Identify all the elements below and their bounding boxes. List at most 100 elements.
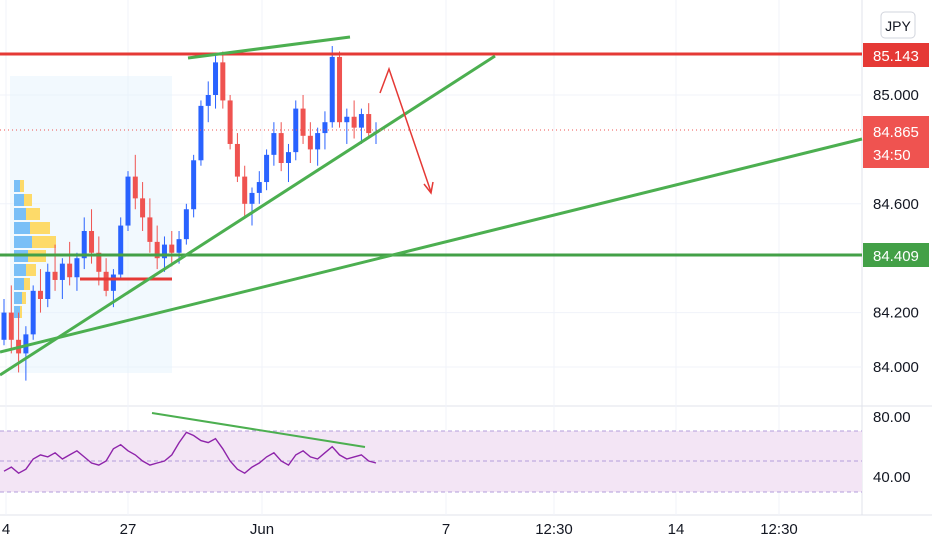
candle-body (67, 263, 73, 278)
candle-body (329, 56, 335, 123)
top-trendline[interactable] (187, 35, 351, 60)
candle-body (52, 271, 58, 280)
candle-body (351, 116, 357, 128)
profile-bar (20, 306, 22, 318)
candle-body (198, 105, 204, 161)
candle-body (110, 274, 116, 291)
candle-body (227, 100, 233, 144)
resistance-price-label: 85.143 (863, 43, 929, 67)
candle-body (307, 135, 313, 150)
candle-body (264, 154, 270, 183)
rsi-line (3, 431, 377, 475)
candle-body (344, 116, 350, 123)
candle-body (366, 114, 372, 134)
profile-bar (30, 222, 50, 234)
time-tick-label: Jun (250, 521, 274, 538)
candle-body (59, 263, 65, 280)
candle-body (30, 290, 36, 335)
candle-body (322, 122, 328, 134)
time-tick-label: 12:30 (535, 521, 573, 538)
candle-body (45, 271, 51, 299)
candle-body (147, 217, 153, 242)
candle-body (220, 62, 226, 101)
candle-body (118, 225, 124, 275)
candle-body (293, 108, 299, 153)
profile-bar (14, 292, 22, 304)
time-tick-label: 14 (668, 521, 685, 538)
candles (1, 46, 379, 381)
profile-bar (24, 278, 30, 290)
profile-bar (14, 208, 26, 220)
profile-bar (26, 208, 40, 220)
profile-bar (14, 236, 32, 248)
candle-body (37, 290, 43, 299)
candle-body (169, 244, 175, 253)
candle-body (1, 312, 7, 340)
candle-body (271, 133, 277, 155)
candle-body (300, 108, 306, 136)
forecast-arrow[interactable] (379, 66, 432, 193)
price-tick-label: 85.000 (873, 87, 919, 104)
candle-body (358, 114, 364, 128)
candle-body (249, 192, 255, 204)
candle-body (74, 258, 80, 278)
candle-body (96, 252, 102, 272)
profile-bar (32, 236, 56, 248)
profile-bar (14, 306, 20, 318)
candle-body (315, 133, 321, 150)
candle-body (125, 176, 131, 226)
candle-body (234, 143, 240, 177)
candle-body (285, 152, 291, 163)
candle-body (205, 95, 211, 106)
last-price-label: 84.865 34:50 (863, 116, 929, 168)
candle-body (213, 62, 219, 95)
candle-body (89, 231, 95, 253)
currency-badge[interactable]: JPY (880, 11, 916, 39)
rsi-tick-label: 80.00 (873, 409, 911, 426)
price-tick-label: 84.600 (873, 196, 919, 213)
profile-bar (26, 264, 36, 276)
profile-bar (14, 180, 20, 192)
rsi-tick-label: 40.00 (873, 469, 911, 486)
profile-bar (22, 292, 26, 304)
profile-bar (14, 264, 26, 276)
candle-body (8, 312, 14, 340)
time-tick-label: 27 (120, 521, 137, 538)
candle-body (242, 176, 248, 204)
price-tick-label: 84.200 (873, 305, 919, 322)
long-trendline[interactable] (0, 137, 863, 354)
price-axis[interactable]: 85.000 84.600 84.200 84.000 (873, 87, 919, 376)
profile-bar (14, 278, 24, 290)
candle-body (23, 334, 29, 354)
volume-profile (14, 180, 56, 318)
resistance-price-text: 85.143 (873, 48, 919, 65)
candle-body (191, 160, 197, 210)
candle-body (103, 271, 109, 291)
candle-body (161, 244, 167, 259)
rsi-divergence-line[interactable] (151, 412, 366, 448)
time-axis[interactable]: 4 27 Jun 7 12:30 14 12:30 (2, 521, 798, 538)
candle-body (154, 241, 160, 259)
profile-bar (14, 194, 24, 206)
grid (0, 0, 862, 515)
support-price-text: 84.409 (873, 248, 919, 265)
profile-bar (24, 194, 32, 206)
candle-body (256, 182, 262, 193)
bar-countdown-text: 34:50 (873, 147, 911, 164)
candle-body (183, 209, 189, 240)
candle-body (132, 176, 138, 199)
candle-body (140, 198, 146, 218)
forecast-arrowhead (423, 181, 434, 195)
candle-body (278, 133, 284, 163)
rising-trendline[interactable] (0, 54, 496, 377)
last-price-text: 84.865 (873, 124, 919, 141)
support-price-label: 84.409 (863, 243, 929, 267)
candle-body (337, 56, 343, 123)
candle-body (81, 231, 87, 259)
time-tick-label: 12:30 (760, 521, 798, 538)
time-tick-label: 4 (2, 521, 10, 538)
profile-bar (14, 222, 30, 234)
rsi-axis[interactable]: 80.00 40.00 (873, 409, 911, 486)
